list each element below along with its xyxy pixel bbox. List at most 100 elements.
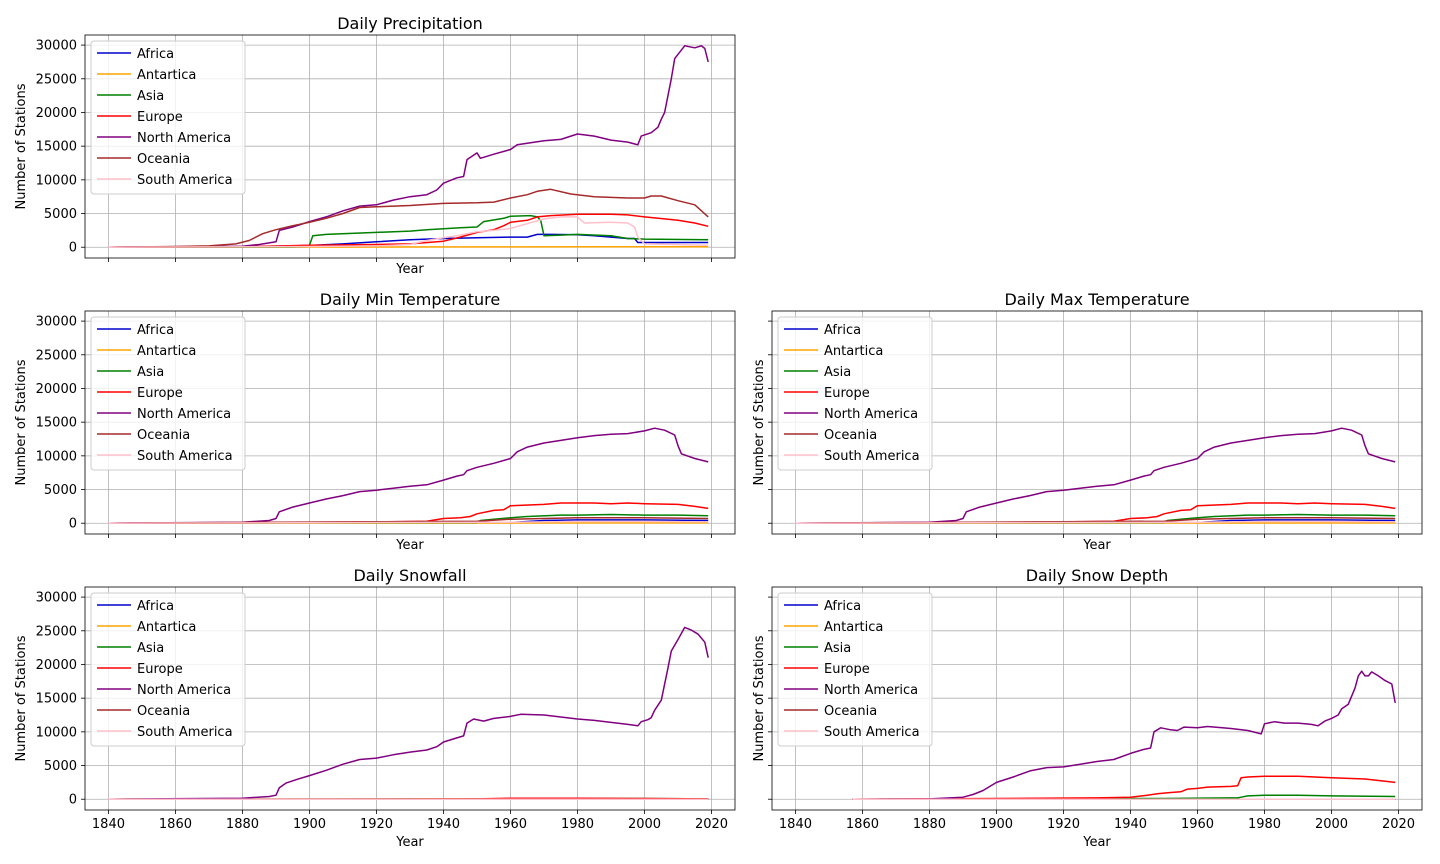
y-tick-label: 5000 [44,759,77,774]
legend-box [90,592,246,747]
series-line-south-america [795,520,1396,524]
legend-label-europe: Europe [137,662,183,677]
legend-label-antartica: Antartica [137,68,196,83]
y-tick-label: 20000 [36,382,77,397]
x-tick-label: 2000 [628,817,661,832]
legend-label-asia: Asia [824,641,851,656]
y-tick-label: 0 [69,793,77,808]
legend-label-africa: Africa [137,599,174,614]
legend: Africa Antartica Asia Europe North America Oc… [90,40,246,195]
y-tick-label: 20000 [36,106,77,121]
legend-label-south-america: South America [824,725,920,740]
legend-label-antartica: Antartica [137,620,196,635]
legend-label-antartica: Antartica [137,344,196,359]
legend-label-north-america: North America [137,683,231,698]
legend-label-south-america: South America [824,449,920,464]
series-line-south-america [108,216,709,248]
y-axis-label: Number of Stations [752,359,767,485]
y-tick-label: 0 [69,241,77,256]
x-axis-label: Year [395,262,424,277]
y-tick-label: 0 [69,517,77,532]
series-line-oceania [108,517,709,524]
y-tick-label: 5000 [44,483,77,498]
x-axis-label: Year [395,538,424,553]
legend-label-antartica: Antartica [824,344,883,359]
legend-label-south-america: South America [137,173,233,188]
x-tick-label: 1860 [159,817,192,832]
legend-label-north-america: North America [824,407,918,422]
legend: Africa Antartica Asia Europe North America Oc… [777,592,933,747]
x-tick-label: 1920 [360,817,393,832]
x-tick-label: 1840 [92,817,125,832]
legend-label-africa: Africa [824,599,861,614]
series-line-oceania [795,517,1396,524]
x-tick-label: 1860 [846,817,879,832]
x-tick-label: 1940 [1114,817,1147,832]
legend: Africa Antartica Asia Europe North America Oc… [90,316,246,471]
legend: Africa Antartica Asia Europe North America Oc… [90,592,246,747]
y-tick-label: 30000 [36,315,77,330]
y-tick-label: 25000 [36,624,77,639]
legend-label-oceania: Oceania [824,428,877,443]
x-axis-label: Year [395,835,424,850]
legend-label-north-america: North America [137,407,231,422]
chart-panel-daily-min-temperature: 0 5000 10000 15000 20000 25000 30000 Daily Min … [14,290,736,553]
x-tick-label: 1960 [494,817,527,832]
x-tick-label: 2000 [1315,817,1348,832]
legend-box [777,316,933,471]
legend-box [90,316,246,471]
legend-label-north-america: North America [137,131,231,146]
x-tick-label: 2020 [1382,817,1415,832]
legend-label-africa: Africa [137,323,174,338]
x-axis-label: Year [1082,835,1111,850]
y-tick-label: 30000 [36,39,77,54]
chart-title: Daily Max Temperature [1004,290,1189,309]
legend-label-europe: Europe [824,662,870,677]
series-line-europe [852,775,1396,800]
legend-label-africa: Africa [824,323,861,338]
x-tick-label: 1940 [427,817,460,832]
y-tick-label: 30000 [36,591,77,606]
chart-panel-daily-snowfall: 1840 1860 1880 1900 1920 1940 1960 1980 2000 2020… [14,566,736,850]
legend-label-oceania: Oceania [137,152,190,167]
legend-label-africa: Africa [137,47,174,62]
series-line-europe [108,213,709,248]
y-tick-label: 25000 [36,348,77,363]
y-tick-label: 20000 [36,658,77,673]
legend-label-asia: Asia [137,641,164,656]
legend-box [90,40,246,195]
x-tick-label: 1980 [561,817,594,832]
legend-label-asia: Asia [824,365,851,380]
series-line-north-america [108,626,709,800]
x-tick-label: 1960 [1181,817,1214,832]
x-tick-label: 1900 [980,817,1013,832]
legend-label-asia: Asia [137,89,164,104]
chart-panel-daily-snow-depth: 1840 1860 1880 1900 1920 1940 1960 1980 2000 2020… [752,566,1423,850]
legend-label-oceania: Oceania [137,428,190,443]
legend-label-south-america: South America [137,725,233,740]
legend-box [777,592,933,747]
chart-title: Daily Precipitation [337,14,483,33]
chart-title: Daily Min Temperature [320,290,500,309]
x-tick-label: 2020 [695,817,728,832]
x-tick-label: 1880 [226,817,259,832]
chart-title: Daily Snowfall [353,566,466,585]
legend-label-oceania: Oceania [137,704,190,719]
legend-label-antartica: Antartica [824,620,883,635]
chart-panel-daily-precipitation: 0 5000 10000 15000 20000 25000 30000 Daily Prec… [14,14,736,277]
series-line-north-america [108,45,709,248]
y-axis-label: Number of Stations [14,359,29,485]
x-tick-label: 1880 [913,817,946,832]
legend-label-europe: Europe [137,386,183,401]
series-line-south-america [108,520,709,524]
series-line-oceania [108,188,709,248]
x-tick-label: 1980 [1248,817,1281,832]
y-tick-label: 5000 [44,207,77,222]
y-tick-label: 25000 [36,72,77,87]
legend-label-asia: Asia [137,365,164,380]
legend: Africa Antartica Asia Europe North America Oc… [777,316,933,471]
y-tick-label: 10000 [36,725,77,740]
legend-label-north-america: North America [824,683,918,698]
series-line-north-america [108,427,709,524]
